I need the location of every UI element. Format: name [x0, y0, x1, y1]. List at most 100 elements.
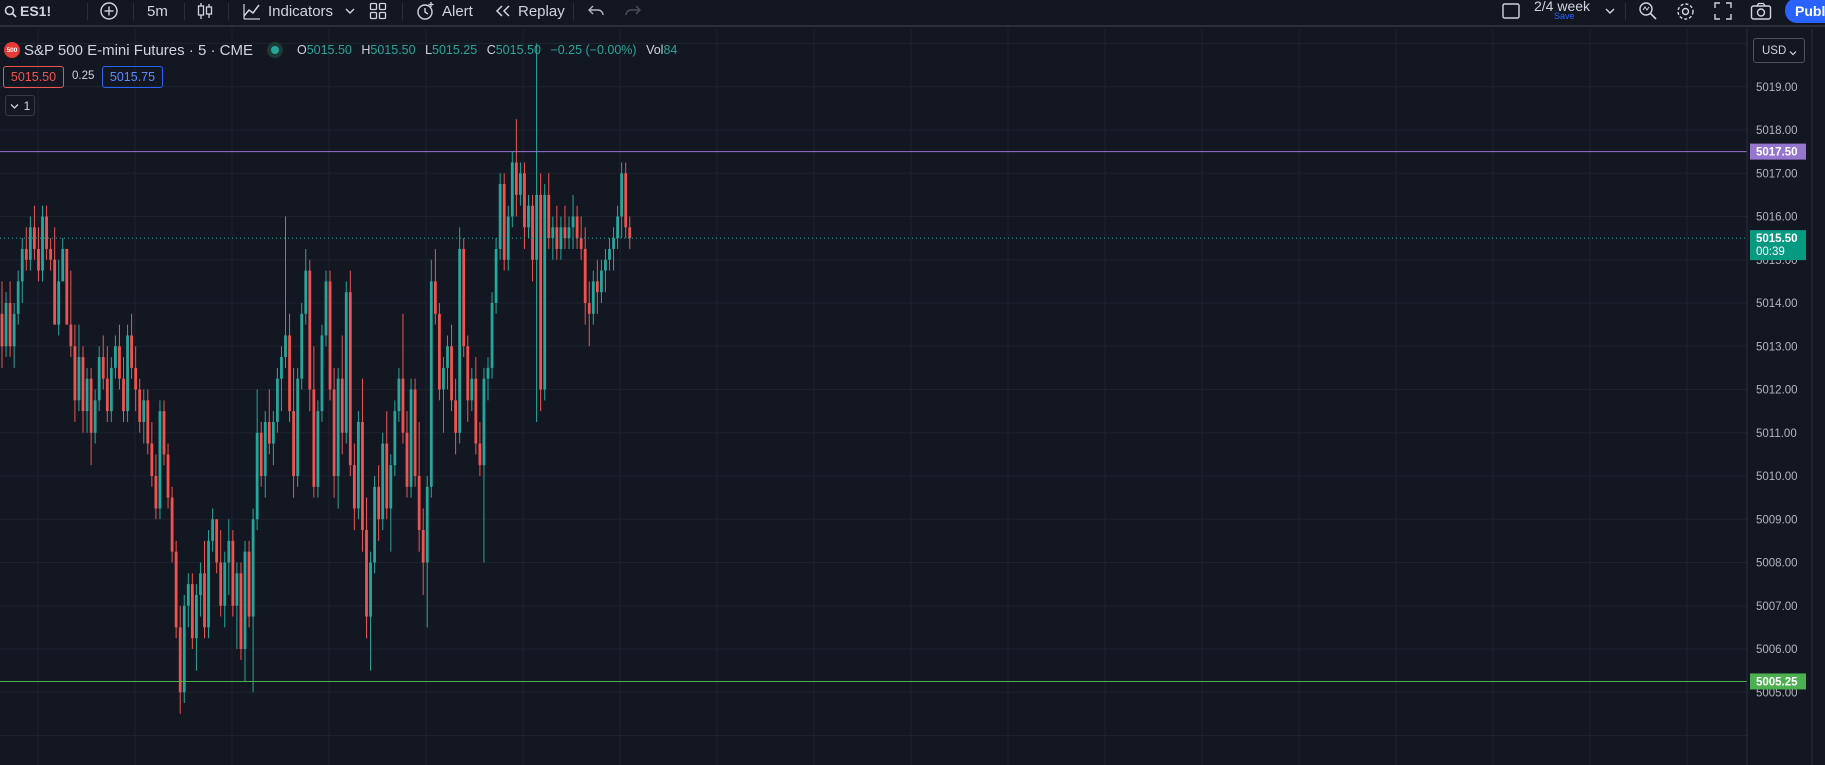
buy-price-button[interactable]: 5015.75 [102, 66, 163, 88]
symbol-legend[interactable]: 500 S&P 500 E-mini Futures · 5 · CME O50… [4, 40, 683, 60]
candle-body [170, 497, 174, 552]
candle-body [292, 411, 295, 476]
candle-body [527, 205, 530, 228]
camera-icon [1750, 2, 1772, 20]
candle-body [97, 357, 101, 401]
symbol-search[interactable]: ES1! [4, 0, 51, 22]
templates-button[interactable] [369, 0, 387, 22]
price-tick-label: 5008.00 [1756, 558, 1798, 570]
chart-type-button[interactable] [196, 0, 214, 22]
candle-body [195, 594, 198, 639]
interval-label: 5m [147, 2, 168, 20]
change-value: −0.25 (−0.00%) [550, 43, 637, 57]
candle-body [600, 270, 603, 293]
candle-body [458, 248, 462, 433]
candle-body [332, 389, 336, 476]
candle-body [154, 476, 158, 509]
candle-body [446, 346, 449, 368]
chevron-down-icon [345, 7, 355, 15]
candle-body [417, 476, 421, 531]
candle-body [122, 378, 125, 412]
candle-body [45, 216, 48, 249]
exchange-badge: 500 [4, 42, 20, 58]
candle-body [178, 627, 182, 693]
close-label: C [486, 43, 496, 57]
candles-icon [196, 1, 214, 21]
fullscreen-button[interactable] [1714, 0, 1732, 22]
candle-body [620, 173, 624, 217]
price-tick-label: 5018.00 [1756, 125, 1798, 137]
layout-button[interactable] [1501, 0, 1521, 22]
indicators-collapse-button[interactable]: 1 [5, 95, 35, 116]
candle-body [429, 281, 433, 487]
currency-button[interactable]: USD [1753, 38, 1805, 63]
candle-body [425, 486, 429, 563]
candle-body [405, 432, 409, 487]
candle-body [85, 378, 89, 412]
candle-body [81, 357, 85, 412]
price-tick-label: 5019.00 [1756, 82, 1798, 94]
candle-body [186, 584, 190, 606]
add-symbol-button[interactable] [99, 0, 119, 22]
candle-body [519, 173, 522, 195]
search-icon [4, 5, 17, 18]
candle-body [33, 227, 36, 249]
candle-body [535, 194, 538, 260]
candle-body [243, 551, 247, 649]
layout-menu-button[interactable] [1605, 0, 1615, 22]
purple-line-label-text: 5017.50 [1756, 147, 1798, 159]
candle-body [251, 519, 255, 617]
sell-price-button[interactable]: 5015.50 [3, 66, 64, 88]
chart-pane[interactable]: 5020.005019.005018.005017.005016.005015.… [0, 29, 1825, 765]
candle-body [567, 227, 571, 239]
candle-body [344, 292, 348, 433]
settings-button[interactable] [1675, 0, 1696, 22]
interval-button[interactable]: 5m [147, 0, 168, 22]
candle-body [539, 194, 543, 390]
candle-body [4, 303, 8, 347]
quick-search-button[interactable] [1638, 0, 1658, 22]
market-status-icon[interactable] [266, 42, 283, 58]
candle-body [28, 227, 32, 260]
candle-body [24, 248, 28, 260]
candle-body [357, 421, 360, 509]
snapshot-button[interactable] [1750, 0, 1772, 22]
replay-button[interactable]: Replay [494, 0, 565, 22]
candle-body [624, 173, 628, 228]
candle-body [510, 162, 514, 217]
price-tick-label: 5006.00 [1756, 644, 1798, 656]
candle-body [174, 551, 178, 628]
alert-button[interactable]: Alert [415, 0, 473, 22]
candle-body [352, 465, 356, 509]
candle-body [263, 421, 267, 476]
candle-body [199, 573, 202, 595]
candle-body [450, 346, 453, 401]
indicators-button[interactable]: Indicators [242, 0, 355, 22]
candle-body [126, 335, 129, 412]
candle-body [259, 432, 263, 476]
candle-body [288, 335, 291, 412]
candle-body [73, 346, 77, 401]
candle-body [53, 259, 57, 325]
candle-body [502, 184, 506, 260]
layout-name-button[interactable]: 2/4 week Save [1532, 0, 1606, 22]
candle-body [608, 248, 611, 260]
candle-body [150, 443, 154, 476]
purple-line-label-box [1750, 143, 1806, 160]
candle-body [231, 540, 235, 606]
candle-body [604, 259, 607, 271]
candle-body [247, 551, 251, 617]
volume-value: 84 [663, 43, 678, 57]
undo-button[interactable] [587, 0, 605, 22]
last-price-label-box [1750, 230, 1806, 261]
candle-body [361, 421, 364, 531]
price-chart[interactable]: 5020.005019.005018.005017.005016.005015.… [0, 29, 1825, 765]
candle-body [207, 540, 210, 628]
candle-body [118, 346, 121, 379]
redo-button[interactable] [624, 0, 642, 22]
publish-button[interactable]: Publ [1785, 0, 1825, 23]
currency-label: USD [1762, 44, 1787, 57]
candle-body [142, 400, 146, 422]
candle-body [575, 216, 579, 239]
candle-body [442, 367, 445, 390]
